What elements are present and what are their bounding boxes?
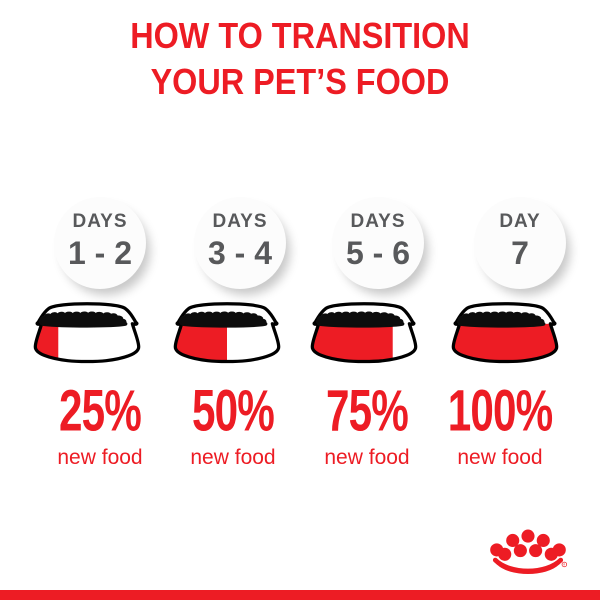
svg-text:R: R bbox=[563, 563, 565, 567]
